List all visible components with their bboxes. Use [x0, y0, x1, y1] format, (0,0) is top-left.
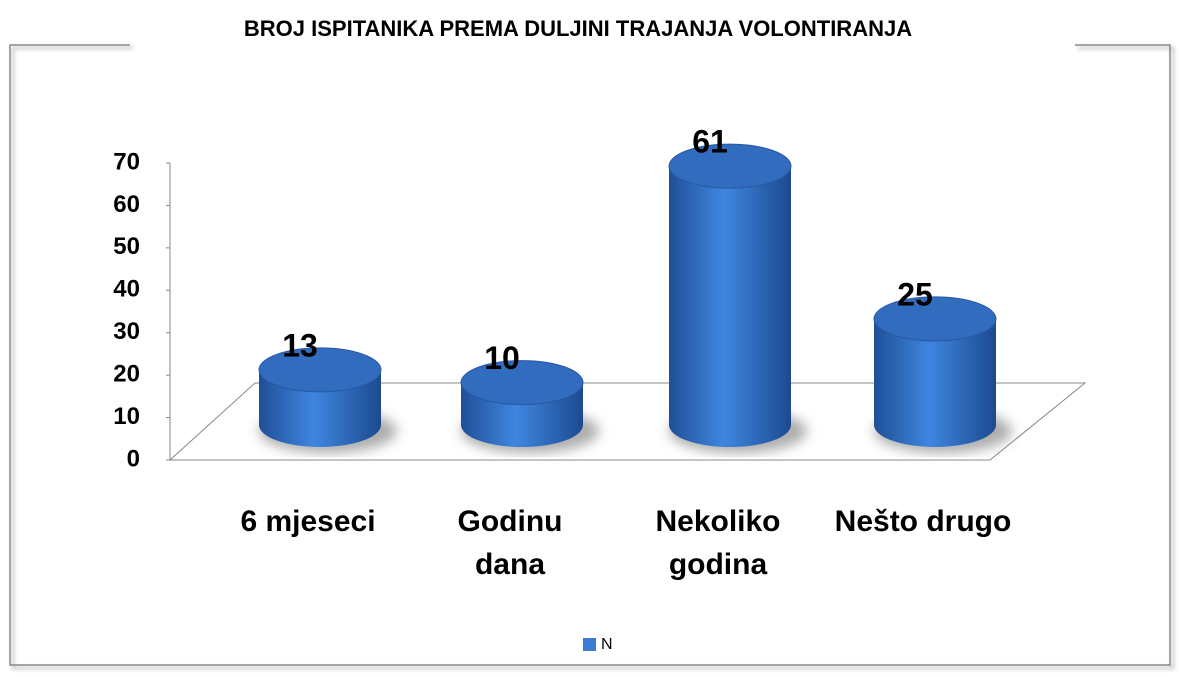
- y-tick-label: 20: [113, 360, 140, 387]
- data-label: 25: [897, 276, 933, 312]
- x-tick-label: 6 mjeseci: [240, 505, 376, 538]
- bar-top: [460, 360, 584, 406]
- y-tick-label: 0: [127, 445, 140, 472]
- bar-top: [873, 296, 997, 342]
- bar: [669, 166, 791, 447]
- x-tick-label: Nešto drugo: [834, 505, 1012, 538]
- x-tick-label: Godinu dana: [457, 505, 563, 581]
- y-tick-label: 60: [113, 191, 140, 218]
- bar: [874, 318, 996, 447]
- chart-title: BROJ ISPITANIKA PREMA DULJINI TRAJANJA V…: [244, 16, 912, 41]
- frame: [9, 44, 1171, 666]
- bar-top-shade: [669, 144, 791, 189]
- y-tick-label: 30: [113, 318, 140, 345]
- legend-swatch: [583, 638, 596, 651]
- bar-top-shade: [259, 347, 381, 392]
- data-label: 61: [692, 124, 728, 160]
- y-tick-label: 70: [113, 148, 140, 175]
- y-tick-label: 50: [113, 233, 140, 260]
- bar-top: [668, 143, 792, 189]
- bar-top-shade: [461, 360, 583, 405]
- bar-top: [258, 347, 382, 393]
- data-label: 13: [282, 327, 318, 363]
- legend-label: N: [601, 636, 613, 653]
- y-tick-label: 10: [113, 403, 140, 430]
- data-label: 10: [484, 340, 520, 376]
- x-tick-label: Nekoliko godina: [655, 505, 781, 581]
- bar-top-shade: [874, 296, 996, 341]
- y-tick-label: 40: [113, 276, 140, 303]
- floor: [168, 382, 1087, 461]
